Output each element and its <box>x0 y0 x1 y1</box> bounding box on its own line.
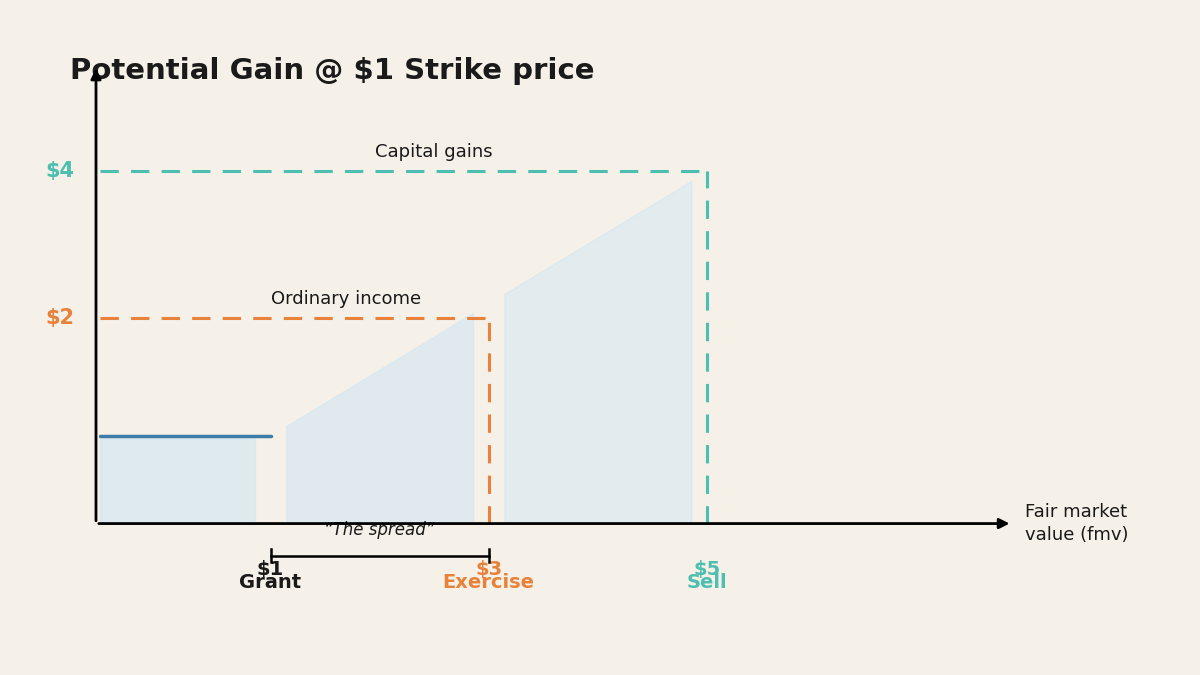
Text: $5: $5 <box>694 560 720 579</box>
Text: Grant: Grant <box>240 574 301 593</box>
Text: $4: $4 <box>46 161 74 182</box>
Text: Capital gains: Capital gains <box>376 143 493 161</box>
Text: Potential Gain @ $1 Strike price: Potential Gain @ $1 Strike price <box>70 57 594 85</box>
Text: Ordinary income: Ordinary income <box>270 290 421 308</box>
Text: Fair market
value (fmv): Fair market value (fmv) <box>1026 503 1129 544</box>
Text: $2: $2 <box>46 308 74 328</box>
Text: Sell: Sell <box>686 574 727 593</box>
Text: $3: $3 <box>475 560 503 579</box>
Text: Exercise: Exercise <box>443 574 535 593</box>
Text: $1: $1 <box>257 560 284 579</box>
Text: “The spread”: “The spread” <box>324 521 434 539</box>
